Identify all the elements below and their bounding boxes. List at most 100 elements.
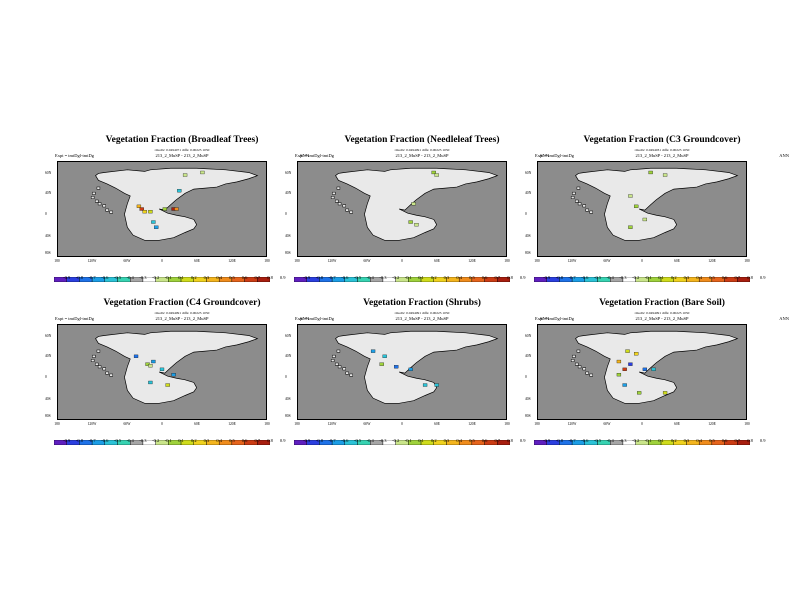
lon-tick-label: 0 xyxy=(401,259,403,263)
colorbar-tick-label: 0.3 xyxy=(203,275,210,280)
lon-tick-label: 120W xyxy=(87,259,97,263)
island xyxy=(345,208,349,212)
map-plot-area xyxy=(297,161,507,257)
run-label: 213_2_MuSP - 213_2_MuSP xyxy=(395,153,449,158)
panel-stats: rmsdiv: 0.0494091 diffs: 0.00225 1050 xyxy=(394,311,450,315)
anomaly-cell xyxy=(625,349,630,353)
panel-stats: rmsdiv: 0.0494091 diffs: 0.00225 1050 xyxy=(634,311,690,315)
panel-title: Vegetation Fraction (Bare Soil) xyxy=(599,298,725,308)
lon-tick-label: 180 xyxy=(504,422,510,426)
lon-tick-label: 60E xyxy=(434,259,440,263)
lat-tick-label: 40N xyxy=(525,190,532,195)
colorbar-tick-label: -0.9 xyxy=(543,275,551,280)
lat-tick-label: 40N xyxy=(45,190,52,195)
colorbar xyxy=(53,269,271,283)
colorbar xyxy=(53,432,271,446)
colorbar-tick-label: 0.2 xyxy=(430,275,437,280)
continent-landmass xyxy=(335,167,499,241)
colorbar-tick-label: 0.5 xyxy=(469,275,475,280)
anomaly-cell xyxy=(165,383,170,387)
lon-tick-label: 180 xyxy=(54,259,60,263)
lat-tick-label: 80S xyxy=(285,414,291,419)
anomaly-cell xyxy=(154,225,159,229)
colorbar-tick-label: 0.8 xyxy=(267,438,273,443)
anomaly-cell xyxy=(148,210,153,214)
colorbar-tick-label: 0.9 xyxy=(759,438,766,443)
colorbar-tick-label: 0.1 xyxy=(178,275,184,280)
island xyxy=(334,199,339,203)
colorbar-tick-label: 0.5 xyxy=(709,275,715,280)
colorbar-tick-label: -0.2 xyxy=(632,275,640,280)
island xyxy=(336,186,341,190)
colorbar-tick-label: -0.2 xyxy=(632,438,640,443)
lon-tick-label: 0 xyxy=(401,422,403,426)
lon-tick-label: 60E xyxy=(674,259,680,263)
island xyxy=(94,199,99,203)
continent-landmass xyxy=(575,167,739,241)
island xyxy=(97,365,102,369)
island xyxy=(345,371,349,375)
lon-tick-label: 60E xyxy=(194,422,200,426)
lon-tick-label: 0 xyxy=(641,259,643,263)
colorbar-tick-label: -0.5 xyxy=(113,275,122,280)
colorbar-tick-label: -0.8 xyxy=(75,275,83,280)
anomaly-cell xyxy=(394,365,399,369)
anomaly-cell xyxy=(434,383,439,387)
anomaly-cell xyxy=(151,220,156,224)
anomaly-cell xyxy=(434,173,439,177)
colorbar-tick-label: -0.8 xyxy=(555,438,563,443)
island xyxy=(96,186,101,190)
lon-tick-label: 180 xyxy=(294,259,300,263)
island xyxy=(96,349,101,353)
colorbar-tick-label: 0.8 xyxy=(747,275,753,280)
island xyxy=(577,202,582,206)
map-panel: Vegetation Fraction (Shrubs) rmsdiv: 0.04… xyxy=(285,298,549,468)
anomaly-cell xyxy=(648,170,653,175)
colorbar-tick-label: -0.1 xyxy=(404,438,412,443)
island xyxy=(576,186,581,190)
anomaly-cell xyxy=(422,383,428,387)
run-label: 213_2_MuSP - 213_2_MuSP xyxy=(155,153,209,158)
map-svg xyxy=(90,330,259,404)
colorbar-tick-label: 0.8 xyxy=(267,275,273,280)
colorbar-tick-label: 0.4 xyxy=(456,438,462,443)
season-label: ANN xyxy=(299,316,309,321)
colorbar-tick-label: -0.9 xyxy=(303,275,311,280)
anomaly-cell xyxy=(651,367,656,371)
colorbar-labels: -0.9 -0.8 -0.7 -0.6 -0.5 -0.4 -0.3 -0.2 -0.1 0.1 0… xyxy=(534,275,765,281)
continent-landmass xyxy=(95,167,259,241)
colorbar-tick-label: 0.7 xyxy=(494,438,501,443)
map-plot-area xyxy=(297,324,507,420)
island xyxy=(105,208,109,212)
lat-tick-label: 60N xyxy=(45,170,52,175)
lat-tick-label: 40S xyxy=(525,233,531,238)
run-label: 213_2_MuSP - 213_2_MuSP xyxy=(395,316,449,321)
colorbar-tick-label: 0.1 xyxy=(658,438,664,443)
island xyxy=(90,359,95,362)
colorbar-tick-label: -0.3 xyxy=(379,275,387,280)
continent-landmass xyxy=(575,330,739,404)
panel-stats: rmsdiv: 0.0494091 diffs: 0.00225 1050 xyxy=(154,311,210,315)
colorbar-tick-label: -0.4 xyxy=(606,275,614,280)
colorbar-tick-label: -0.9 xyxy=(63,275,71,280)
anomaly-cell xyxy=(616,373,622,377)
anomaly-cell xyxy=(622,367,627,371)
island xyxy=(97,202,102,206)
colorbar-tick-label: -0.1 xyxy=(644,275,652,280)
lat-tick-label: 0 xyxy=(45,374,47,379)
island xyxy=(332,354,336,358)
colorbar-tick-label: -0.7 xyxy=(568,275,576,280)
colorbar-tick-label: 0.4 xyxy=(696,275,702,280)
lon-tick-label: 180 xyxy=(54,422,60,426)
island xyxy=(330,196,335,199)
lon-tick-label: 120W xyxy=(87,422,97,426)
lon-tick-label: 120E xyxy=(228,259,236,263)
lon-tick-label: 180 xyxy=(744,259,750,263)
map-panel: Vegetation Fraction (C3 Groundcover) rmsd… xyxy=(525,135,789,305)
colorbar-labels: -0.9 -0.8 -0.7 -0.6 -0.5 -0.4 -0.3 -0.2 -0.1 0.1 0… xyxy=(294,275,525,281)
colorbar-tick-label: -0.5 xyxy=(353,438,362,443)
panel-stats: rmsdiv: 0.0494091 diffs: 0.00225 1050 xyxy=(394,148,450,152)
lon-tick-label: 120W xyxy=(327,422,337,426)
lon-tick-label: 120E xyxy=(708,422,716,426)
colorbar-tick-label: 0.7 xyxy=(734,438,741,443)
